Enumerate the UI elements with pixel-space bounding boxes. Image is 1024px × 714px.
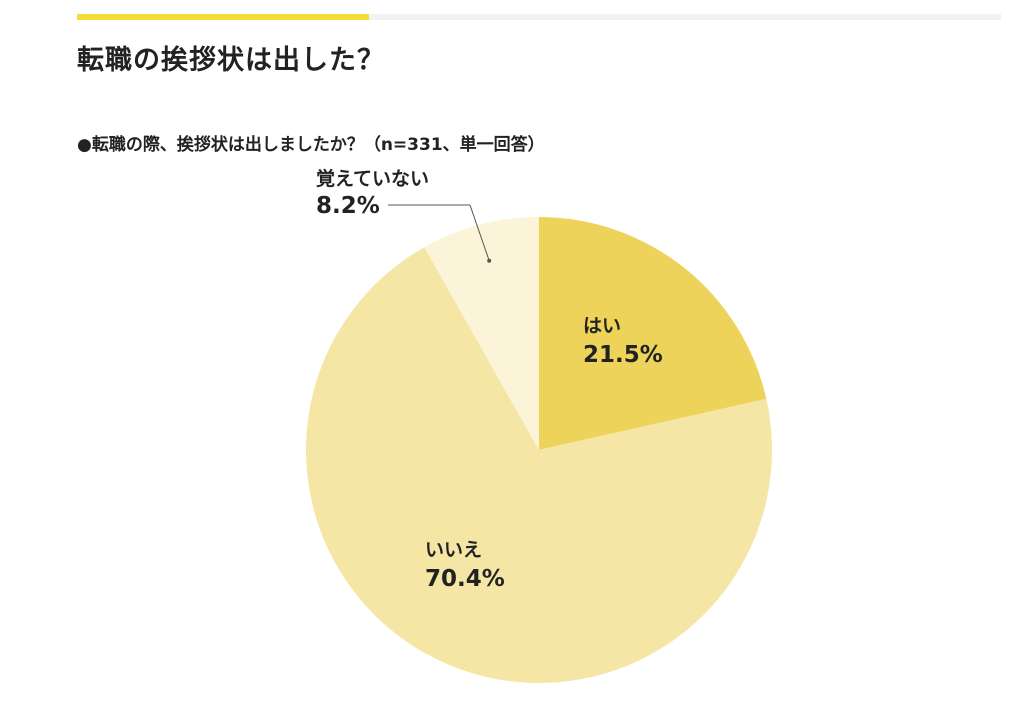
leader-line-diagonal <box>469 204 490 261</box>
chart-title: ●転職の際、挨拶状は出しましたか？（n=331、単一回答） <box>77 135 545 155</box>
slice-value-oboeteinai: 8.2% <box>316 193 380 219</box>
slice-oboeteinai <box>424 217 539 450</box>
slice-value-iie: 70.4% <box>425 566 505 592</box>
page-title: 転職の挨拶状は出した？ <box>77 45 385 76</box>
slice-value-hai: 21.5% <box>583 342 663 368</box>
slice-iie <box>306 247 773 684</box>
slice-hai <box>539 217 767 450</box>
progress-track <box>77 14 1001 20</box>
slice-label-iie: いいえ <box>425 539 482 561</box>
slice-label-hai: はい <box>583 315 621 337</box>
leader-dot <box>487 258 492 263</box>
slice-label-oboeteinai: 覚えていない <box>316 167 429 190</box>
progress-fill <box>77 14 369 20</box>
